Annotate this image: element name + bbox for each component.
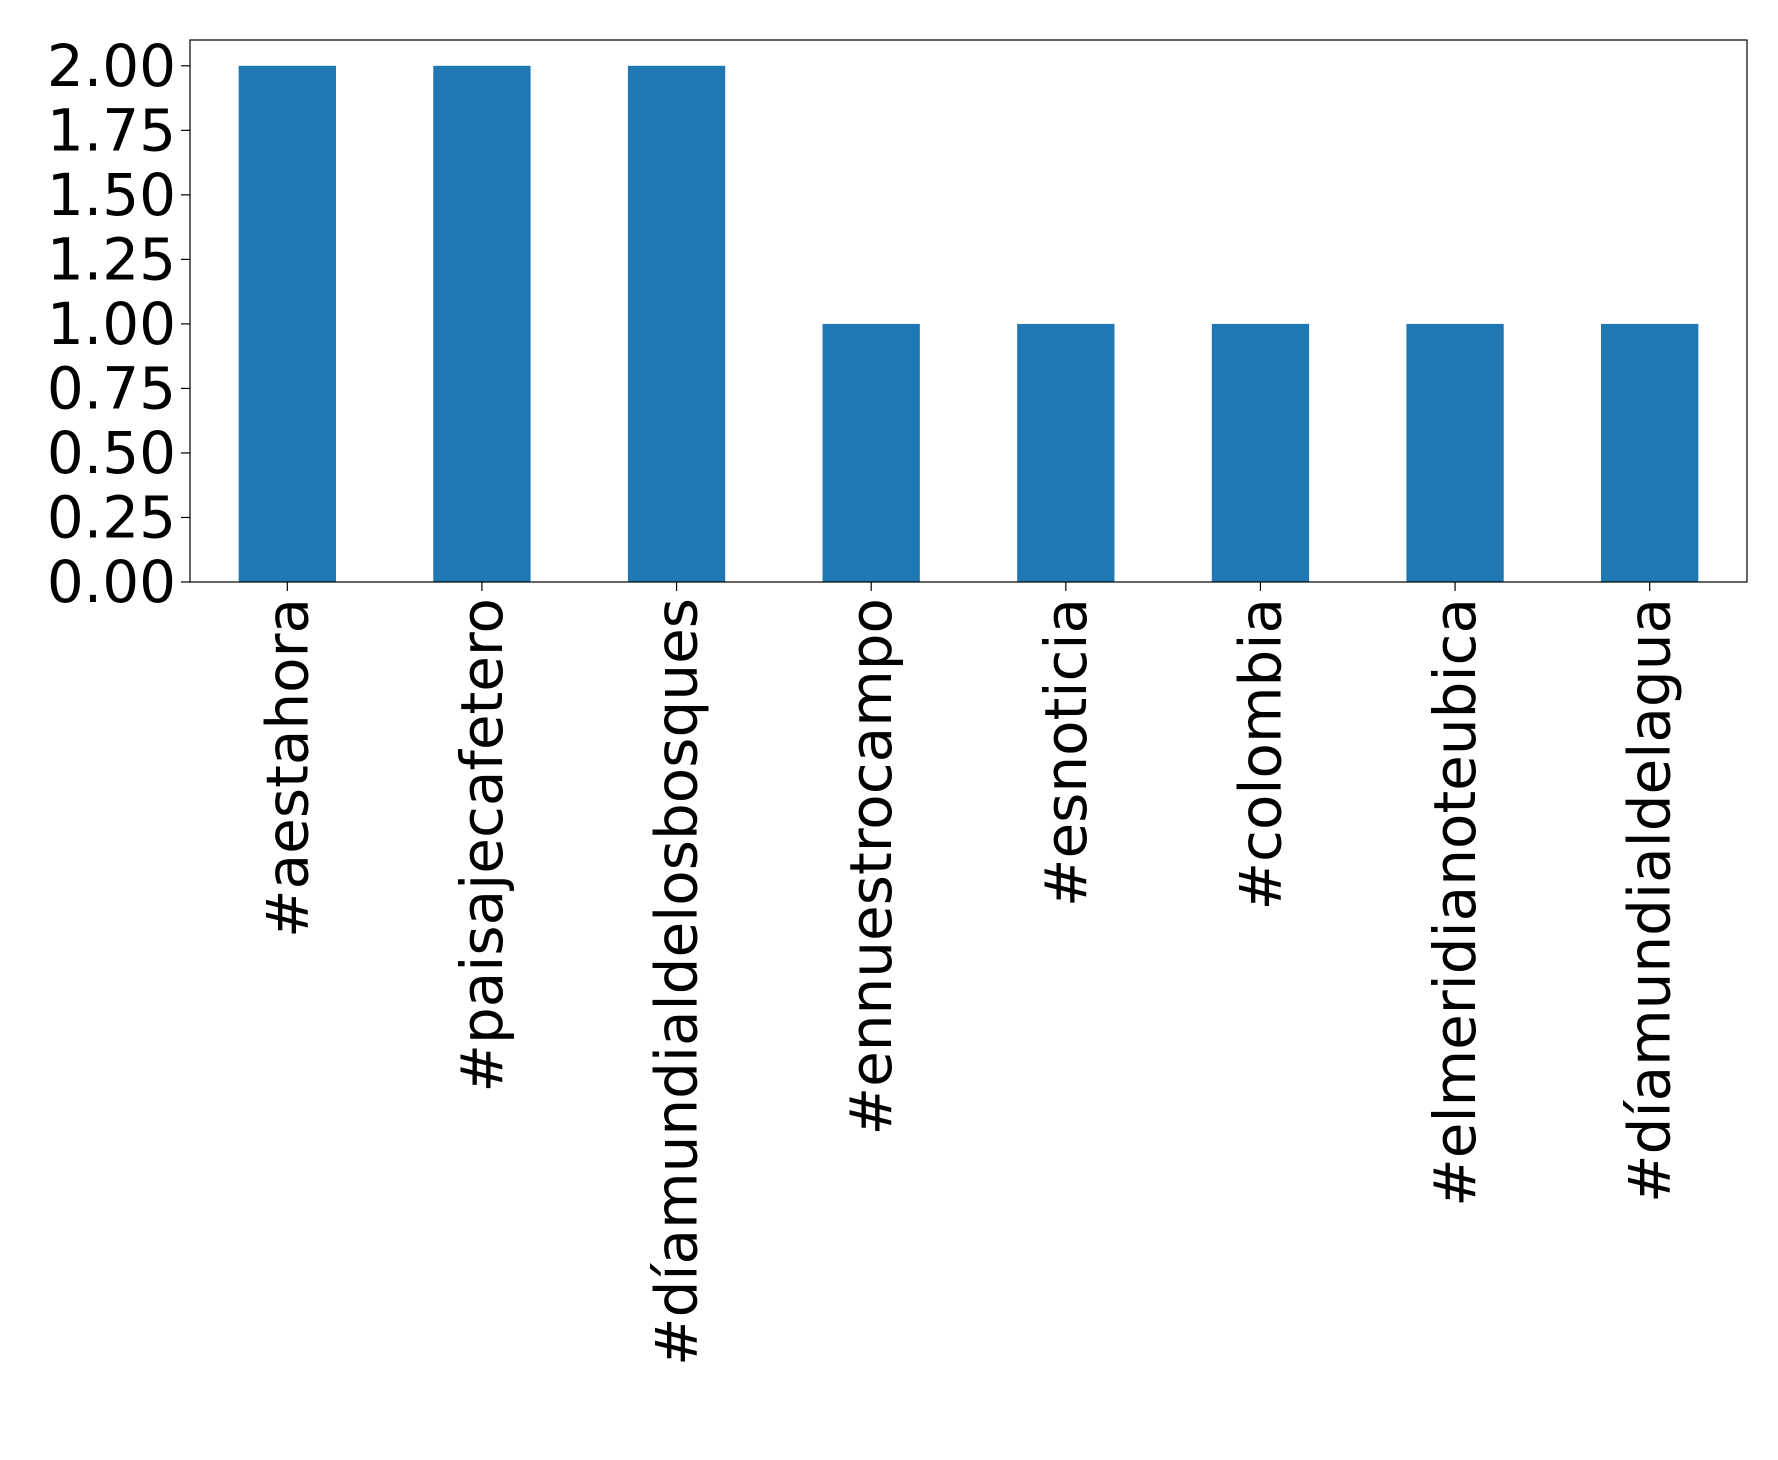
y-tick-label-6: 1.50 <box>47 161 176 229</box>
x-tick-label-7: #díamundialdelagua <box>1616 598 1684 1203</box>
x-tick-label-6: #elmeridianoteubica <box>1421 598 1489 1207</box>
bar-2 <box>627 65 726 582</box>
y-tick-label-4: 1.00 <box>47 290 176 358</box>
x-tick-label-2: #díamundialdelosbosques <box>643 598 711 1366</box>
x-tick-label-5: #colombia <box>1226 598 1294 911</box>
bar-1 <box>433 65 531 582</box>
y-tick-label-0: 0.00 <box>47 548 176 616</box>
bar-5 <box>1211 323 1310 582</box>
bar-4 <box>1017 323 1115 582</box>
bar-0 <box>238 65 336 582</box>
y-tick-label-1: 0.25 <box>47 483 176 551</box>
y-tick-label-3: 0.75 <box>47 354 176 422</box>
plot-frame <box>189 39 1748 583</box>
x-tick-label-0: #aestahora <box>253 598 321 938</box>
x-tick-label-1: #paisajecafetero <box>448 598 516 1093</box>
y-tick-label-7: 1.75 <box>47 96 176 164</box>
labels-layer: 0.000.250.500.751.001.251.501.752.00 #aes… <box>47 32 1684 1366</box>
x-tick-label-3: #ennuestrocampo <box>837 598 905 1136</box>
x-tick-label-4: #esnoticia <box>1032 598 1100 907</box>
y-tick-label-5: 1.25 <box>47 225 176 293</box>
y-tick-label-2: 0.50 <box>47 419 176 487</box>
bar-7 <box>1601 323 1699 582</box>
bars-layer <box>238 65 1699 582</box>
bar-3 <box>822 323 920 582</box>
bar-6 <box>1406 323 1504 582</box>
axes-layer <box>181 39 1748 591</box>
y-tick-label-8: 2.00 <box>47 32 176 100</box>
